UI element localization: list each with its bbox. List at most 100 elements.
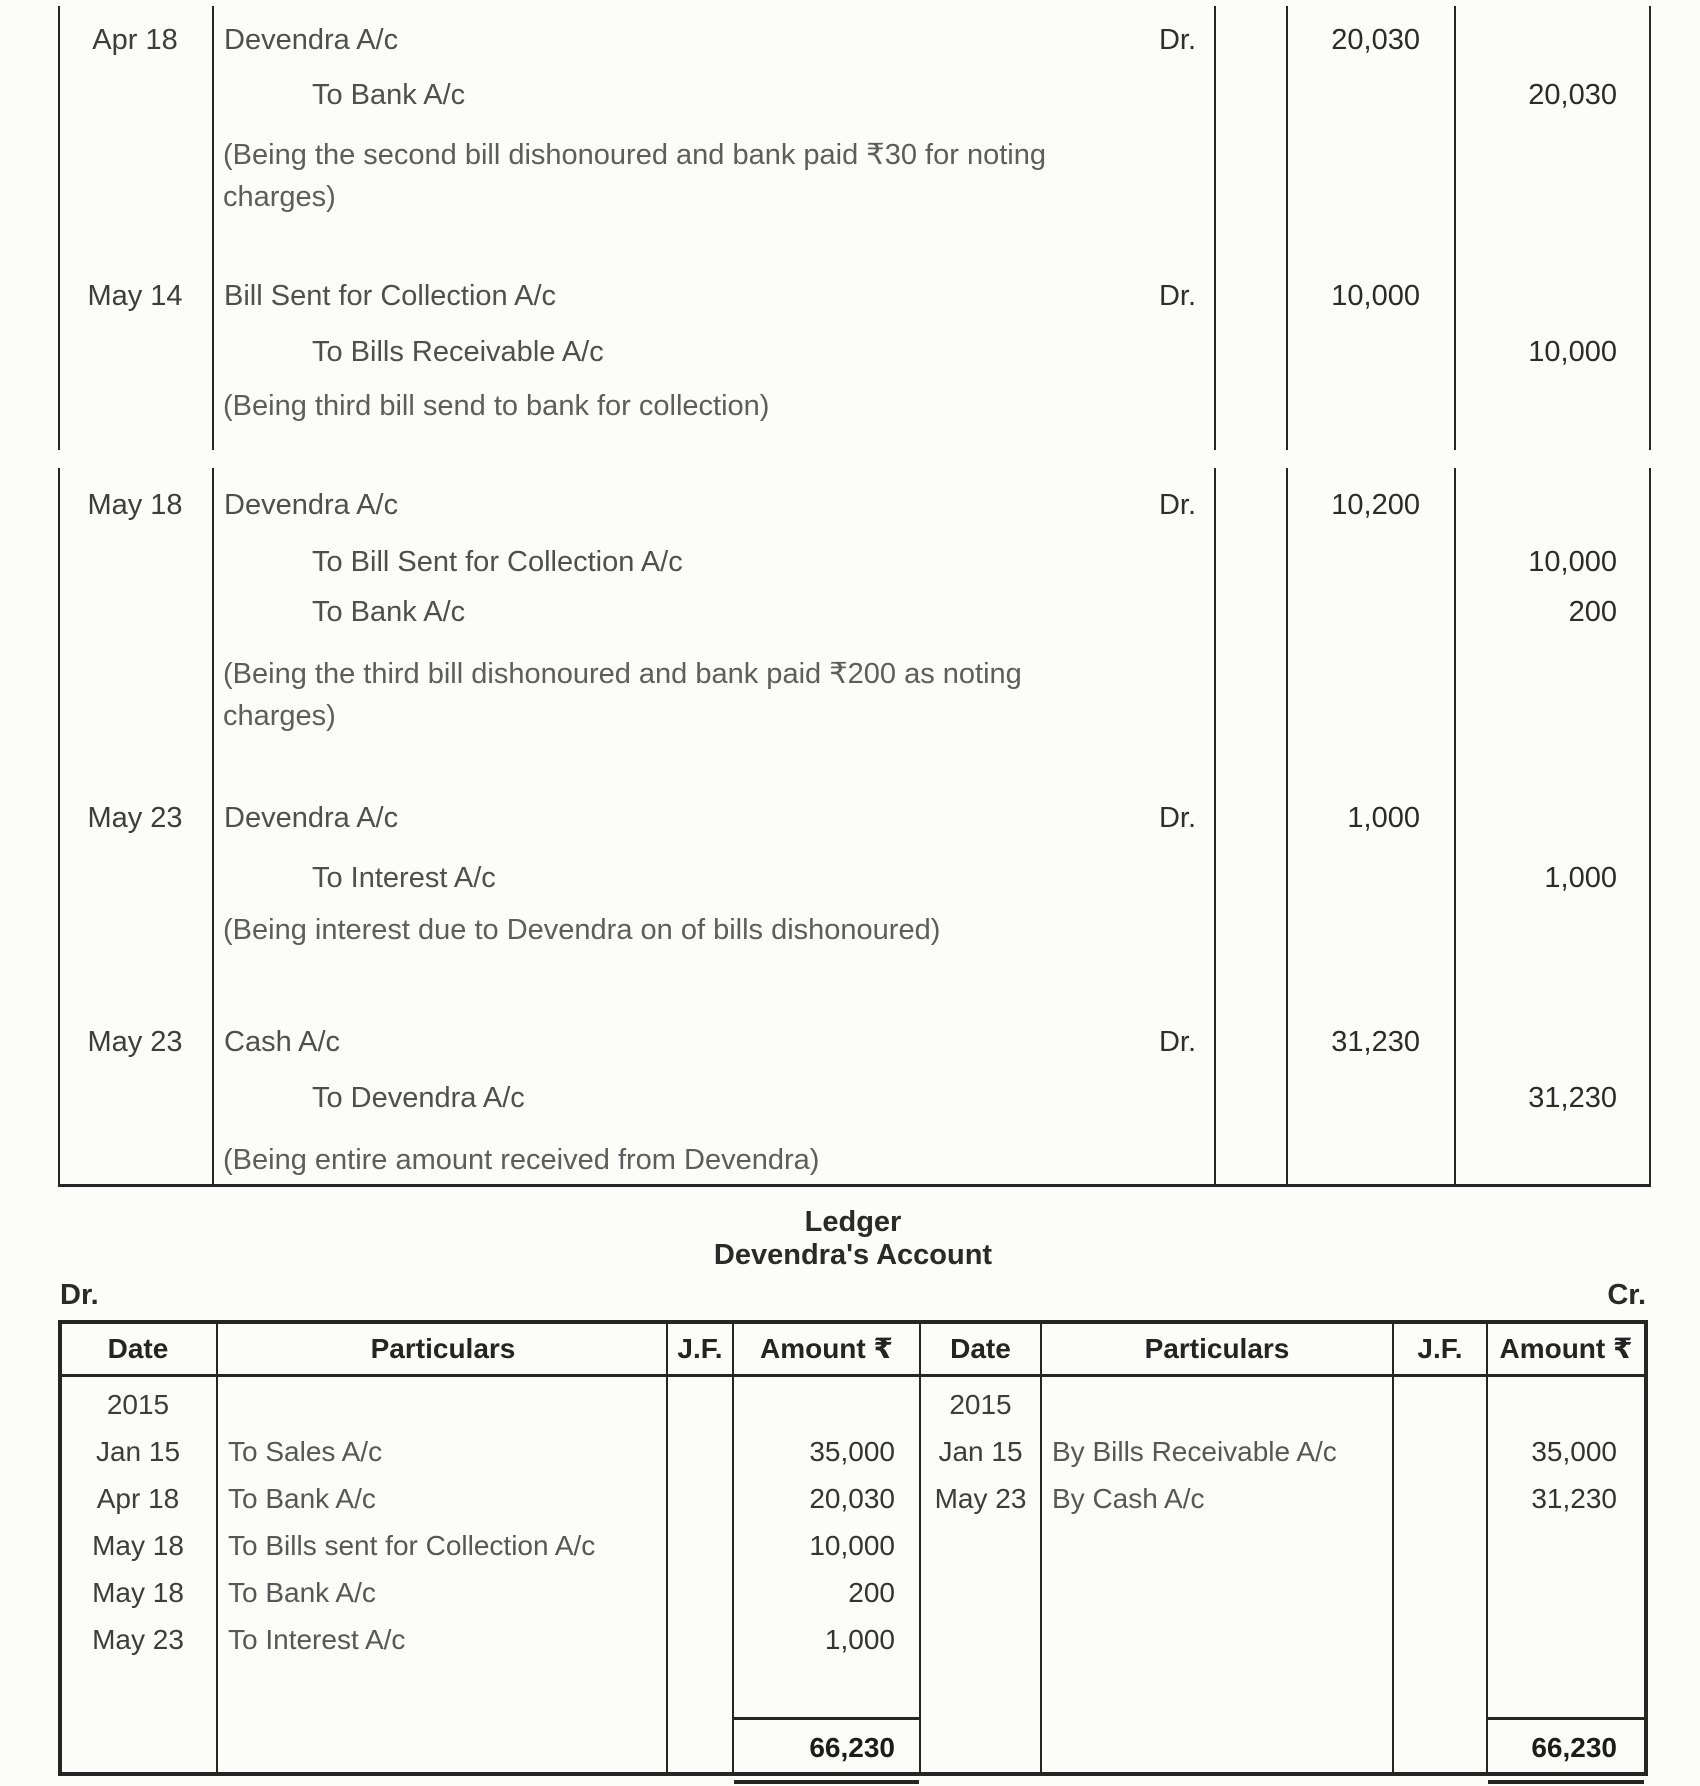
- debit-date: Jan 15: [95, 1436, 181, 1467]
- debit-amount: 10,000: [1331, 280, 1420, 312]
- narration: (Being the second bill dishonoured and b…: [223, 139, 1046, 213]
- credit-account: To Bill Sent for Collection A/c: [312, 546, 683, 578]
- debit-date: May 18: [92, 1530, 184, 1561]
- dr-label: Dr.: [1158, 24, 1196, 56]
- entry-date: May 18: [87, 489, 183, 521]
- debit-amount: 1,000: [824, 1624, 895, 1655]
- debit-amount: 20,030: [809, 1483, 895, 1514]
- ledger-top-border: [58, 1320, 1648, 1324]
- debit-particulars: To Bank A/c: [228, 1577, 376, 1608]
- narration: (Being interest due to Devendra on of bi…: [223, 914, 941, 946]
- header-amount: Amount ₹: [1499, 1333, 1633, 1364]
- total-double-rule-debit: [734, 1780, 919, 1784]
- journal-jf-divider-left: [1214, 468, 1216, 1184]
- journal-entry-debit-row: Apr 18 Devendra A/c Dr. 20,030: [0, 21, 1700, 59]
- debit-date: May 18: [92, 1577, 184, 1608]
- ledger-bottom-border: [58, 1772, 1648, 1776]
- credit-amount: 10,000: [1528, 546, 1617, 578]
- credit-amount: 35,000: [1531, 1436, 1617, 1467]
- credit-amount: 10,000: [1528, 336, 1617, 368]
- ledger-totals-row: 66,230 66,230: [0, 1729, 1700, 1767]
- ledger-header-divider: [58, 1374, 1648, 1377]
- total-rule-debit: [734, 1717, 919, 1720]
- debit-particulars: To Bank A/c: [228, 1483, 376, 1514]
- dr-label: Dr.: [1158, 1026, 1196, 1058]
- credit-date: May 23: [934, 1483, 1027, 1514]
- credit-account: To Bank A/c: [312, 596, 466, 628]
- credit-account: To Bank A/c: [312, 79, 466, 111]
- narration: (Being third bill send to bank for colle…: [223, 390, 770, 422]
- debit-amount: 1,000: [1347, 802, 1420, 834]
- debit-amount: 10,000: [809, 1530, 895, 1561]
- debit-account: Devendra A/c: [224, 489, 399, 521]
- entry-date: May 23: [87, 802, 183, 834]
- credit-amount: 1,000: [1544, 862, 1617, 894]
- journal-jf-divider-right: [1286, 468, 1288, 1184]
- journal-entry-credit-row: To Interest A/c 1,000: [0, 859, 1700, 897]
- journal-left-border: [58, 6, 60, 450]
- ledger-center-divider: [919, 1320, 921, 1776]
- header-date: Date: [950, 1333, 1011, 1364]
- ledger-left-border: [58, 1320, 62, 1776]
- debit-date: Apr 18: [96, 1483, 180, 1514]
- debit-account: Cash A/c: [224, 1026, 341, 1058]
- narration: (Being the third bill dishonoured and ba…: [223, 658, 1022, 732]
- journal-entry-debit-row: May 18 Devendra A/c Dr. 10,200: [0, 486, 1700, 524]
- journal-bottom-border: [58, 1184, 1651, 1187]
- journal-entry-credit-row: To Bills Receivable A/c 10,000: [0, 333, 1700, 371]
- header-amount: Amount ₹: [759, 1333, 893, 1364]
- ledger-row: Jan 15 To Sales A/c 35,000 Jan 15 By Bil…: [0, 1433, 1700, 1471]
- dr-label: Dr.: [1158, 489, 1196, 521]
- journal-entry-credit-row: To Bill Sent for Collection A/c 10,000: [0, 543, 1700, 581]
- debit-date: May 23: [92, 1624, 184, 1655]
- debit-particulars: To Interest A/c: [228, 1624, 406, 1655]
- journal-entry-credit-row: To Bank A/c 20,030: [0, 76, 1700, 114]
- debit-amount: 35,000: [809, 1436, 895, 1467]
- debit-account: Devendra A/c: [224, 802, 399, 834]
- journal-amount-divider: [1454, 468, 1456, 1184]
- credit-particulars: By Cash A/c: [1052, 1483, 1205, 1514]
- debit-account: Devendra A/c: [224, 24, 399, 56]
- ledger-subtitle: Devendra's Account: [713, 1239, 993, 1271]
- total-rule-credit: [1488, 1717, 1644, 1720]
- entry-date: May 14: [87, 280, 183, 312]
- credit-account: To Devendra A/c: [312, 1082, 525, 1114]
- journal-right-border: [1649, 6, 1651, 450]
- credit-amount: 31,230: [1531, 1483, 1617, 1514]
- credit-date: 2015: [949, 1389, 1012, 1420]
- dr-label: Dr.: [1158, 802, 1196, 834]
- credit-particulars: By Bills Receivable A/c: [1052, 1436, 1337, 1467]
- header-jf: J.F.: [1417, 1333, 1463, 1364]
- debit-amount: 10,200: [1331, 489, 1420, 521]
- journal-right-border: [1649, 468, 1651, 1184]
- debit-date: 2015: [106, 1389, 170, 1420]
- journal-amount-divider: [1454, 6, 1456, 450]
- ledger-row: May 23 To Interest A/c 1,000: [0, 1621, 1700, 1659]
- journal-jf-divider-right: [1286, 6, 1288, 450]
- entry-date: May 23: [87, 1026, 183, 1058]
- ledger-col-divider: [1392, 1320, 1394, 1776]
- debit-amount: 31,230: [1331, 1026, 1420, 1058]
- ledger-col-divider: [1486, 1320, 1488, 1776]
- ledger-header-row: Date Particulars J.F. Amount ₹ Date Part…: [0, 1330, 1700, 1368]
- ledger-right-border: [1644, 1320, 1648, 1776]
- credit-total-amount: 66,230: [1531, 1732, 1617, 1763]
- ledger-dr-label: Dr.: [60, 1279, 99, 1311]
- journal-jf-divider-left: [1214, 6, 1216, 450]
- header-particulars: Particulars: [370, 1333, 516, 1364]
- journal-entry-debit-row: May 23 Devendra A/c Dr. 1,000: [0, 799, 1700, 837]
- debit-total-amount: 66,230: [809, 1732, 895, 1763]
- header-date: Date: [107, 1333, 169, 1364]
- ledger-col-divider: [732, 1320, 734, 1776]
- ledger-col-divider: [216, 1320, 218, 1776]
- journal-entry-credit-row: To Devendra A/c 31,230: [0, 1079, 1700, 1117]
- credit-amount: 200: [1568, 596, 1617, 628]
- credit-amount: 31,230: [1528, 1082, 1617, 1114]
- debit-account: Bill Sent for Collection A/c: [224, 280, 557, 312]
- header-particulars: Particulars: [1144, 1333, 1290, 1364]
- debit-particulars: To Bills sent for Collection A/c: [228, 1530, 596, 1561]
- dr-label: Dr.: [1158, 280, 1196, 312]
- debit-amount: 20,030: [1331, 24, 1420, 56]
- journal-date-divider: [212, 468, 214, 1184]
- credit-amount: 20,030: [1528, 79, 1617, 111]
